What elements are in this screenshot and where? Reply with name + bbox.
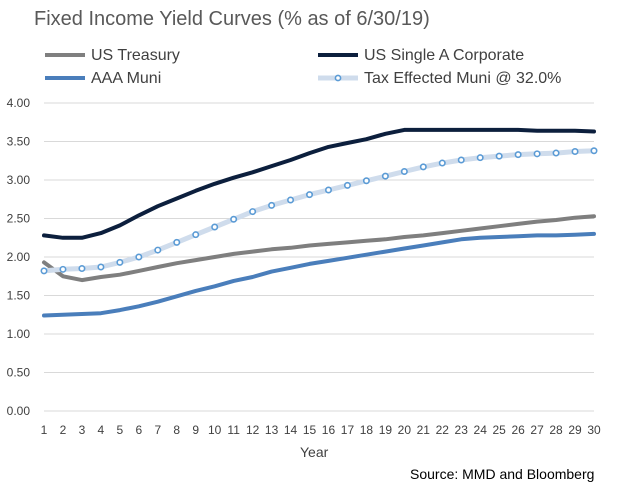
- legend-label-aaa-muni: AAA Muni: [91, 70, 162, 87]
- series-3-point-10: [230, 215, 238, 223]
- x-tick-label-17: 18: [360, 423, 374, 437]
- y-tick-label-8: 4.00: [7, 96, 31, 110]
- x-tick-label-8: 9: [192, 423, 199, 437]
- series-3-point-19: [400, 168, 408, 176]
- series-3-point-8: [192, 231, 200, 239]
- x-tick-label-23: 24: [474, 423, 488, 437]
- series-3-point-3: [97, 263, 105, 271]
- x-tick-label-26: 27: [530, 423, 544, 437]
- series-3-point-1: [59, 265, 67, 273]
- series-3-point-24: [495, 152, 503, 160]
- x-tick-label-10: 11: [227, 423, 240, 437]
- source-note: Source: MMD and Bloomberg: [410, 466, 595, 482]
- series-3-point-2: [78, 265, 86, 273]
- legend-item-aaa-muni: AAA Muni: [45, 70, 161, 88]
- x-tick-label-6: 7: [154, 423, 161, 437]
- x-tick-label-11: 12: [246, 423, 260, 437]
- series-3-point-6: [154, 246, 162, 254]
- x-tick-label-25: 26: [511, 423, 525, 437]
- x-tick-label-18: 19: [379, 423, 393, 437]
- series-3-point-14: [306, 191, 314, 199]
- series-3-point-16: [343, 181, 351, 189]
- legend-label-us-single-a-corporate: US Single A Corporate: [364, 47, 525, 64]
- y-tick-label-3: 1.50: [7, 289, 31, 303]
- x-tick-label-9: 10: [208, 423, 222, 437]
- y-tick-label-4: 2.00: [7, 250, 31, 264]
- series-3-point-9: [211, 223, 219, 231]
- y-tick-label-0: 0.00: [7, 404, 31, 418]
- series-3-point-29: [590, 147, 598, 155]
- x-tick-label-16: 17: [341, 423, 355, 437]
- series-3-point-25: [514, 151, 522, 159]
- series-3-point-12: [268, 201, 276, 209]
- x-tick-label-5: 6: [135, 423, 142, 437]
- y-tick-label-6: 3.00: [7, 173, 31, 187]
- legend-swatch-us-treasury: [45, 47, 85, 65]
- x-tick-label-20: 21: [417, 423, 431, 437]
- x-tick-label-7: 8: [173, 423, 180, 437]
- x-tick-label-21: 22: [436, 423, 450, 437]
- legend-swatch-us-single-a-corporate: [318, 47, 358, 65]
- x-tick-label-15: 16: [322, 423, 336, 437]
- series-3-point-27: [552, 149, 560, 157]
- series-line-2: [42, 231, 596, 318]
- series-3-point-21: [438, 159, 446, 167]
- x-tick-label-4: 5: [117, 423, 124, 437]
- legend-item-us-treasury: US Treasury: [45, 47, 180, 65]
- x-tick-label-2: 3: [79, 423, 86, 437]
- series-line-3: [41, 148, 597, 274]
- series-3-point-18: [381, 172, 389, 180]
- x-tick-label-28: 29: [568, 423, 582, 437]
- x-tick-label-27: 28: [549, 423, 563, 437]
- series-line-1: [42, 127, 596, 240]
- x-tick-label-22: 23: [455, 423, 469, 437]
- y-tick-label-7: 3.50: [7, 135, 31, 149]
- x-tick-label-12: 13: [265, 423, 279, 437]
- series-3-point-13: [287, 196, 295, 204]
- y-tick-label-1: 0.50: [7, 366, 31, 380]
- series-3-point-5: [135, 253, 143, 261]
- series-3-point-20: [419, 163, 427, 171]
- series-3-point-22: [457, 156, 465, 164]
- x-tick-label-24: 25: [492, 423, 506, 437]
- series-3-point-7: [173, 238, 181, 246]
- x-tick-label-13: 14: [284, 423, 298, 437]
- legend-swatch-aaa-muni: [45, 70, 85, 88]
- series-3-point-11: [249, 208, 257, 216]
- x-tick-label-29: 30: [587, 423, 601, 437]
- x-tick-label-0: 1: [41, 423, 48, 437]
- x-axis-title: Year: [300, 444, 329, 460]
- legend-item-us-single-a-corporate: US Single A Corporate: [318, 47, 524, 65]
- legend-label-us-treasury: US Treasury: [91, 47, 180, 64]
- x-tick-label-3: 4: [98, 423, 105, 437]
- series-3-point-17: [362, 177, 370, 185]
- y-tick-label-2: 1.00: [7, 327, 31, 341]
- y-tick-label-5: 2.50: [7, 212, 31, 226]
- series-3-point-4: [116, 258, 124, 266]
- series-3-point-26: [533, 150, 541, 158]
- x-tick-label-1: 2: [60, 423, 67, 437]
- series-3-point-15: [324, 186, 332, 194]
- legend-label-tax-effected-muni: Tax Effected Muni @ 32.0%: [364, 70, 562, 87]
- x-tick-label-19: 20: [398, 423, 412, 437]
- legend-swatch-tax-effected-muni: [318, 70, 358, 88]
- series-3-point-0: [40, 267, 48, 275]
- series-3-point-23: [476, 154, 484, 162]
- chart-title: Fixed Income Yield Curves (% as of 6/30/…: [34, 8, 430, 30]
- series-line-0: [42, 214, 596, 283]
- legend-item-tax-effected-muni: Tax Effected Muni @ 32.0%: [318, 70, 561, 88]
- series-3-point-28: [571, 148, 579, 156]
- x-tick-label-14: 15: [303, 423, 317, 437]
